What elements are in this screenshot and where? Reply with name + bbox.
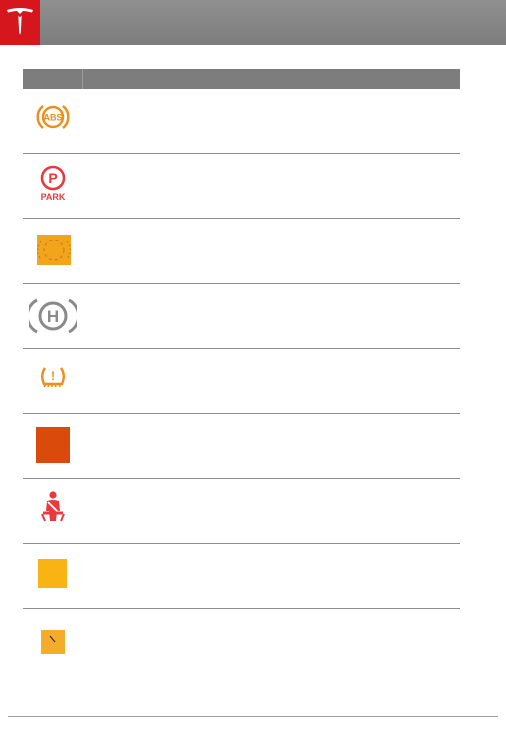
park-brake-icon: P PARK — [41, 165, 66, 202]
header-bar — [0, 0, 506, 45]
footer-divider — [8, 716, 498, 717]
icon-cell: P PARK — [23, 154, 83, 218]
tesla-logo-icon — [7, 8, 33, 35]
icon-cell — [23, 544, 83, 608]
icon-cell: H — [23, 284, 83, 348]
icon-cell: ABS — [23, 89, 83, 153]
table-row: H — [23, 284, 460, 349]
park-p-label: P — [48, 170, 57, 186]
table-row — [23, 609, 460, 679]
table-row — [23, 219, 460, 284]
red-warning-square-icon — [36, 427, 70, 463]
table-row — [23, 544, 460, 609]
header-column-divider — [82, 69, 83, 89]
park-text-label: PARK — [41, 192, 66, 202]
amber-warning-square-icon — [38, 559, 67, 588]
icon-cell — [23, 219, 83, 283]
table-row — [23, 479, 460, 544]
amber-slash-square-icon — [41, 630, 65, 654]
table-row — [23, 414, 460, 479]
tire-pressure-icon: ! — [41, 367, 65, 388]
table-row: ABS — [23, 89, 460, 154]
table-row: ! — [23, 349, 460, 414]
table-header — [23, 69, 460, 89]
seatbelt-icon — [41, 491, 65, 522]
icon-cell — [23, 479, 83, 543]
indicator-table: ABS P PARK — [23, 69, 460, 679]
icon-cell — [23, 609, 83, 673]
icon-cell: ! — [23, 349, 83, 413]
icon-cell — [23, 414, 83, 478]
tire-exclamation-label: ! — [51, 369, 55, 383]
abs-warning-icon: ABS — [36, 105, 70, 129]
table-row: P PARK — [23, 154, 460, 219]
hold-h-label: H — [47, 307, 59, 326]
vehicle-hold-icon: H — [29, 298, 77, 334]
abs-label: ABS — [43, 113, 62, 123]
brand-logo-box — [0, 0, 40, 45]
brake-fault-icon — [37, 235, 71, 265]
